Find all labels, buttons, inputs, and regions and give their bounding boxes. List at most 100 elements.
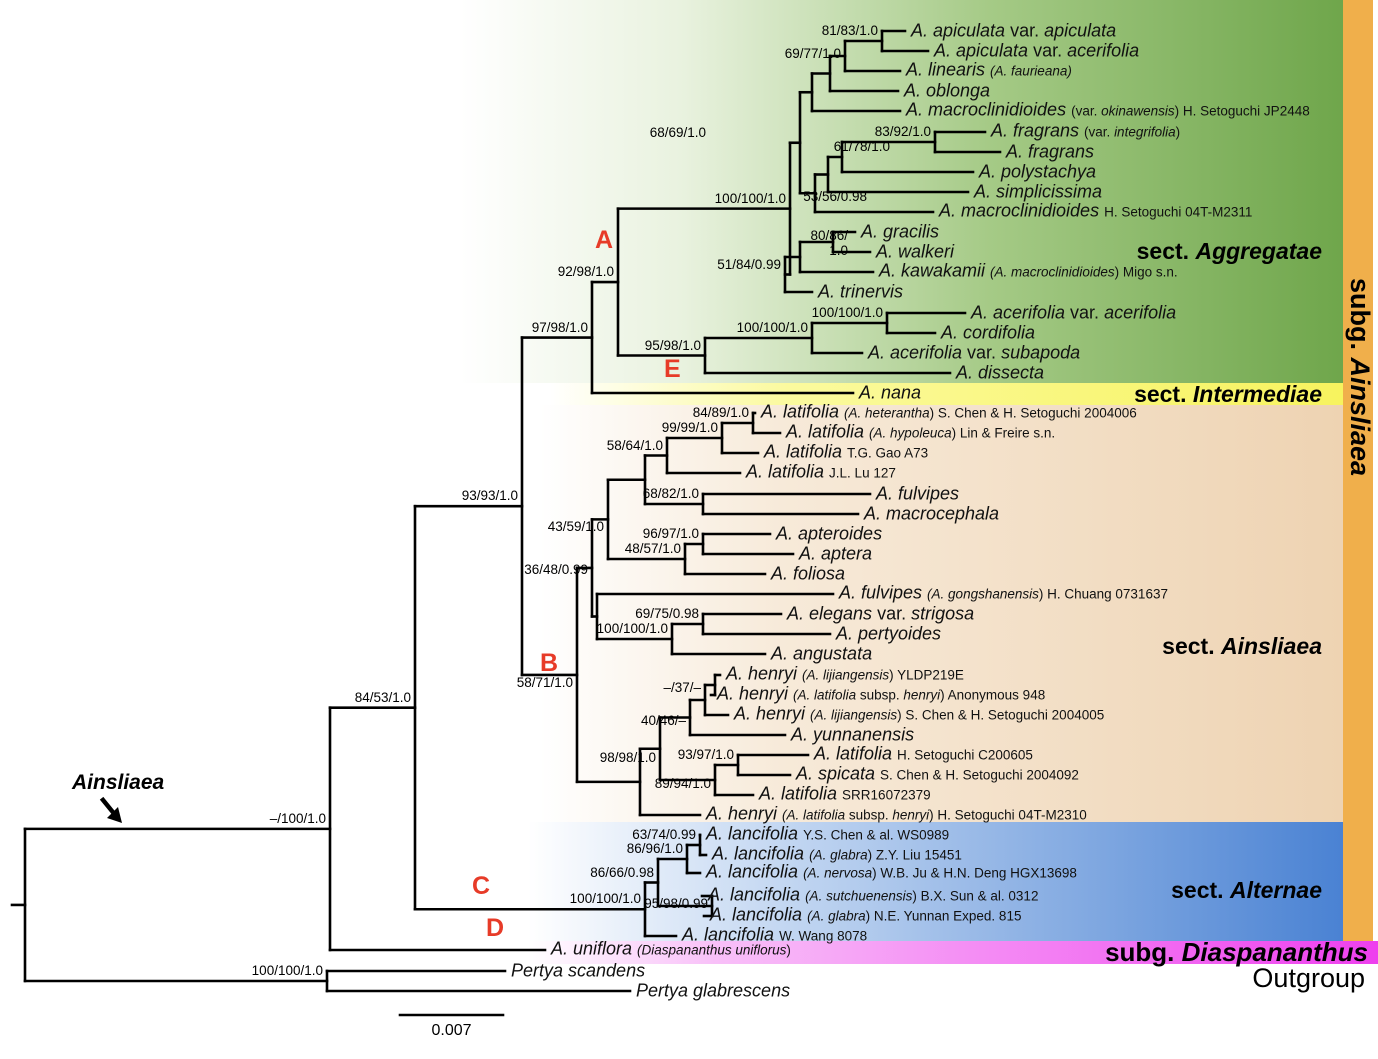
support-value: 86/96/1.0	[626, 841, 683, 856]
tip-label: A. uniflora (Diaspananthus uniflorus)	[551, 938, 791, 959]
tip-label: A. yunnanensis	[791, 724, 915, 745]
tip-label: A. elegans var. strigosa	[787, 603, 975, 624]
genus-annotation: Ainsliaea	[72, 771, 164, 795]
tip-label: A. lancifolia (A. nervosa) W.B. Ju & H.N…	[706, 861, 1077, 882]
support-value: 48/57/1.0	[624, 541, 681, 556]
support-value: 95/98/1.0	[644, 337, 701, 353]
tip-label: A. macroclinidioides (var. okinawensis) …	[906, 99, 1310, 120]
label-sect-ainsliaea: sect. Ainsliaea	[1162, 633, 1322, 659]
tip-label: A. macroclinidioides H. Setoguchi 04T-M2…	[939, 200, 1253, 221]
support-value: 83/92/1.0	[874, 124, 931, 139]
support-value: 53/56/0.98	[803, 189, 867, 205]
support-value: 68/82/1.0	[642, 486, 699, 501]
support-value: 68/69/1.0	[649, 124, 706, 140]
support-value: 96/97/1.0	[642, 526, 699, 541]
support-value: 36/48/0.99	[524, 561, 588, 577]
clade-letter-e: E	[664, 355, 681, 383]
tip-label: A. latifolia SRR16072379	[759, 783, 931, 804]
tip-label: A. latifolia (A. hypoleuca) Lin & Freire…	[786, 421, 1056, 442]
tip-label: A. henryi (A. lijiangensis) S. Chen & H.…	[734, 703, 1105, 724]
support-value: 97/98/1.0	[531, 319, 588, 335]
tip-label: A. polystachya	[979, 161, 1097, 182]
tip-label: A. lancifolia (A. sutchuenensis) B.X. Su…	[708, 884, 1039, 905]
tip-label: A. apteroides	[776, 523, 883, 544]
tip-label: A. fragrans	[1006, 141, 1095, 162]
tip-label: A. lancifolia W. Wang 8078	[682, 924, 868, 945]
band-sect-ainsliaea	[540, 405, 1343, 822]
tip-label: A. macrocephala	[864, 503, 1000, 524]
tip-label: A. linearis (A. faurieana)	[906, 59, 1072, 80]
clade-letter-d: D	[486, 914, 505, 942]
genus-annotation-text: Ainsliaea	[72, 771, 165, 794]
support-value: 63/74/0.99	[632, 827, 696, 842]
tip-label: A. apiculata var. acerifolia	[934, 40, 1140, 61]
label-subg-ainsliaea: subg. Ainsliaea	[1345, 278, 1375, 477]
tip-label: A. spicata S. Chen & H. Setoguchi 200409…	[796, 763, 1079, 784]
band-sect-intermediae	[550, 383, 1343, 405]
band-sect-alternae	[528, 822, 1343, 941]
tip-label: A. acerifolia var. acerifolia	[971, 302, 1177, 323]
label-sect-alternae: sect. Alternae	[1171, 877, 1322, 903]
tip-label: A. aptera	[799, 543, 873, 564]
tip-label: A. kawakamii (A. macroclinidioides) Migo…	[879, 260, 1178, 281]
tip-label: A. henryi (A. lijiangensis) YLDP219E	[726, 663, 964, 684]
tip-label: A. gracilis	[861, 221, 940, 242]
tip-label: A. cordifolia	[941, 322, 1036, 343]
clade-letter-c: C	[472, 872, 491, 900]
support-value: 84/89/1.0	[692, 405, 749, 420]
support-value: 93/97/1.0	[677, 747, 734, 762]
support-value: 81/83/1.0	[821, 23, 878, 38]
support-value: 40/46/–	[640, 712, 686, 728]
support-value: 84/53/1.0	[354, 689, 411, 705]
support-value: 58/71/1.0	[516, 674, 573, 690]
support-value: 93/93/1.0	[461, 488, 518, 504]
support-value: 61/78/1.0	[833, 139, 890, 154]
support-value: 69/75/0.98	[635, 606, 699, 621]
support-value: –/100/1.0	[269, 810, 326, 826]
support-value: 100/100/1.0	[736, 320, 808, 335]
band-subg-diaspananthus	[528, 941, 1378, 964]
tip-label: A. acerifolia var. subapoda	[868, 342, 1081, 363]
tip-label: A. fragrans (var. integrifolia)	[991, 120, 1181, 141]
tip-label: A. latifolia (A. heterantha) S. Chen & H…	[761, 401, 1137, 422]
support-value: 95/98/0.99	[644, 896, 708, 911]
tip-label: A. simplicissima	[974, 181, 1103, 202]
tip-label: A. angustata	[771, 643, 873, 664]
tip-label: A. henryi (A. latifolia subsp. henryi) H…	[706, 803, 1087, 824]
tip-label: A. oblonga	[904, 80, 991, 101]
support-value: 100/100/1.0	[811, 305, 883, 320]
tip-label: A. trinervis	[818, 281, 904, 302]
support-value: 100/100/1.0	[596, 621, 668, 636]
support-value: 69/77/1.0	[784, 46, 841, 61]
support-value: –/37/–	[663, 680, 701, 695]
support-value: 86/66/0.98	[590, 864, 654, 880]
tip-label: A. fulvipes	[876, 483, 960, 504]
tip-label: A. latifolia J.L. Lu 127	[746, 461, 896, 482]
tip-label: A. apiculata var. apiculata	[911, 20, 1117, 41]
label-sect-aggregatae: sect. Aggregatae	[1136, 238, 1322, 264]
clade-letter-a: A	[595, 226, 614, 254]
tip-label: A. foliosa	[771, 563, 846, 584]
tip-label: A. pertyoides	[836, 623, 942, 644]
support-value: 80/86/1.0	[810, 228, 848, 258]
support-value: 92/98/1.0	[557, 264, 614, 280]
tip-label: A. henryi (A. latifolia subsp. henryi) A…	[717, 683, 1046, 704]
scale-bar-label: 0.007	[431, 1022, 472, 1039]
support-value: 98/98/1.0	[599, 749, 656, 765]
label-sect-intermediae: sect. Intermediae	[1134, 381, 1322, 407]
support-value: 100/100/1.0	[714, 190, 786, 206]
support-value: 99/99/1.0	[661, 420, 718, 435]
tip-label: Pertya scandens	[511, 960, 646, 981]
support-value: 100/100/1.0	[251, 963, 323, 978]
tip-label: A. lancifolia Y.S. Chen & al. WS0989	[706, 823, 950, 844]
support-value: 43/59/1.0	[547, 519, 604, 535]
tip-label: A. lancifolia (A. glabra) Z.Y. Liu 15451	[712, 843, 962, 864]
tip-label: A. fulvipes (A. gongshanensis) H. Chuang…	[839, 582, 1168, 603]
support-value: 51/84/0.99	[717, 256, 781, 272]
subg-ainsliaea-bar	[1343, 0, 1373, 941]
tip-label: A. latifolia T.G. Gao A73	[764, 441, 929, 462]
tip-label: A. dissecta	[956, 362, 1045, 383]
arrow-head	[107, 807, 122, 823]
